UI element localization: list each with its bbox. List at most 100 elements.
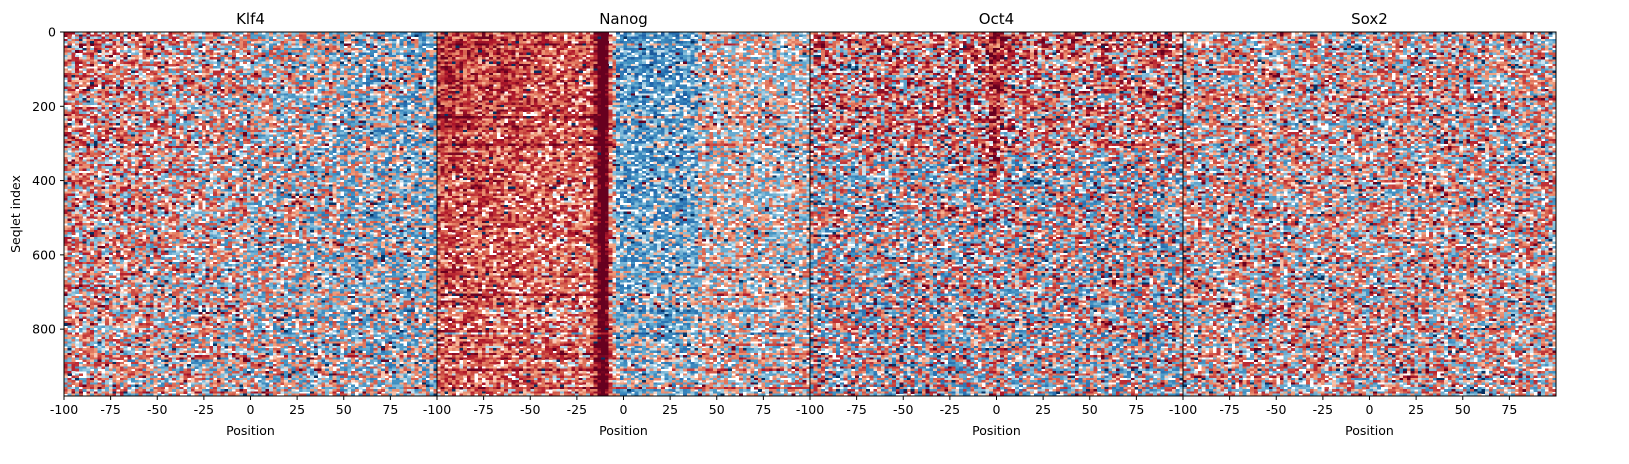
heatmap-cell — [157, 43, 161, 46]
heatmap-cell — [269, 84, 273, 87]
heatmap-cell — [195, 100, 199, 103]
heatmap-cell — [176, 98, 180, 101]
heatmap-cell — [426, 68, 430, 71]
heatmap-cell — [299, 55, 303, 58]
heatmap-cell — [116, 87, 120, 90]
heatmap-cell — [385, 48, 389, 51]
heatmap-cell — [68, 39, 72, 42]
heatmap-cell — [407, 82, 411, 85]
heatmap-cell — [310, 71, 314, 74]
heatmap-cell — [154, 75, 158, 78]
heatmap-cell — [292, 84, 296, 87]
heatmap-cell — [389, 50, 393, 53]
heatmap-cell — [325, 71, 329, 74]
heatmap-cell — [154, 91, 158, 94]
heatmap-cell — [168, 46, 172, 49]
heatmap-cell — [415, 98, 419, 101]
heatmap-cell — [176, 91, 180, 94]
heatmap-cell — [288, 80, 292, 83]
heatmap-cell — [239, 98, 243, 101]
heatmap-cell — [265, 75, 269, 78]
heatmap-cell — [83, 82, 87, 85]
heatmap-cell — [292, 52, 296, 55]
heatmap-cell — [292, 50, 296, 53]
heatmap-cell — [318, 82, 322, 85]
heatmap-cell — [336, 46, 340, 49]
heatmap-cell — [329, 55, 333, 58]
heatmap-cell — [385, 52, 389, 55]
heatmap-cell — [303, 64, 307, 67]
heatmap-cell — [217, 71, 221, 74]
heatmap-cell — [157, 80, 161, 83]
heatmap-cell — [318, 91, 322, 94]
heatmap-cell — [381, 59, 385, 62]
heatmap-cell — [310, 52, 314, 55]
heatmap-cell — [303, 68, 307, 71]
heatmap-cell — [221, 82, 225, 85]
heatmap-cell — [176, 78, 180, 81]
heatmap-cell — [340, 64, 344, 67]
heatmap-cell — [206, 96, 210, 99]
heatmap-cell — [426, 46, 430, 49]
heatmap-cell — [135, 59, 139, 62]
heatmap-cell — [288, 66, 292, 69]
heatmap-cell — [176, 100, 180, 103]
heatmap-cell — [377, 37, 381, 40]
heatmap-cell — [165, 55, 169, 58]
heatmap-cell — [75, 73, 79, 76]
heatmap-cell — [176, 87, 180, 90]
heatmap-cell — [139, 71, 143, 74]
heatmap-cell — [112, 46, 116, 49]
heatmap-cell — [374, 34, 378, 37]
heatmap-cell — [392, 68, 396, 71]
heatmap-cell — [172, 93, 176, 96]
heatmap-cell — [318, 66, 322, 69]
heatmap-cell — [154, 87, 158, 90]
heatmap-cell — [362, 34, 366, 37]
heatmap-cell — [355, 78, 359, 81]
heatmap-cell — [292, 96, 296, 99]
heatmap-cell — [310, 78, 314, 81]
heatmap-cell — [139, 98, 143, 101]
heatmap-cell — [239, 52, 243, 55]
heatmap-cell — [422, 59, 426, 62]
heatmap-cell — [251, 98, 255, 101]
heatmap-cell — [195, 80, 199, 83]
heatmap-cell — [221, 100, 225, 103]
heatmap-cell — [154, 73, 158, 76]
heatmap-cell — [407, 84, 411, 87]
heatmap-cell — [377, 68, 381, 71]
heatmap-cell — [150, 84, 154, 87]
heatmap-cell — [392, 98, 396, 101]
heatmap-cell — [168, 75, 172, 78]
heatmap-cell — [75, 57, 79, 60]
heatmap-cell — [172, 59, 176, 62]
heatmap-cell — [430, 37, 434, 40]
heatmap-cell — [120, 75, 124, 78]
heatmap-cell — [344, 89, 348, 92]
heatmap-cell — [396, 96, 400, 99]
heatmap-cell — [355, 66, 359, 69]
heatmap-cell — [392, 87, 396, 90]
heatmap-cell — [75, 46, 79, 49]
heatmap-cell — [195, 52, 199, 55]
heatmap-cell — [83, 89, 87, 92]
heatmap-cell — [232, 82, 236, 85]
heatmap-cell — [381, 91, 385, 94]
heatmap-cell — [86, 100, 90, 103]
heatmap-cell — [292, 87, 296, 90]
heatmap-cell — [370, 75, 374, 78]
heatmap-cell — [299, 87, 303, 90]
heatmap-cell — [362, 93, 366, 96]
heatmap-cell — [277, 59, 281, 62]
heatmap-cell — [306, 78, 310, 81]
heatmap-cell — [377, 71, 381, 74]
heatmap-cell — [116, 75, 120, 78]
heatmap-cell — [64, 48, 68, 51]
heatmap-cell — [310, 98, 314, 101]
heatmap-cell — [213, 48, 217, 51]
heatmap-cell — [355, 48, 359, 51]
heatmap-cell — [195, 98, 199, 101]
heatmap-cell — [403, 87, 407, 90]
heatmap-cell — [198, 78, 202, 81]
